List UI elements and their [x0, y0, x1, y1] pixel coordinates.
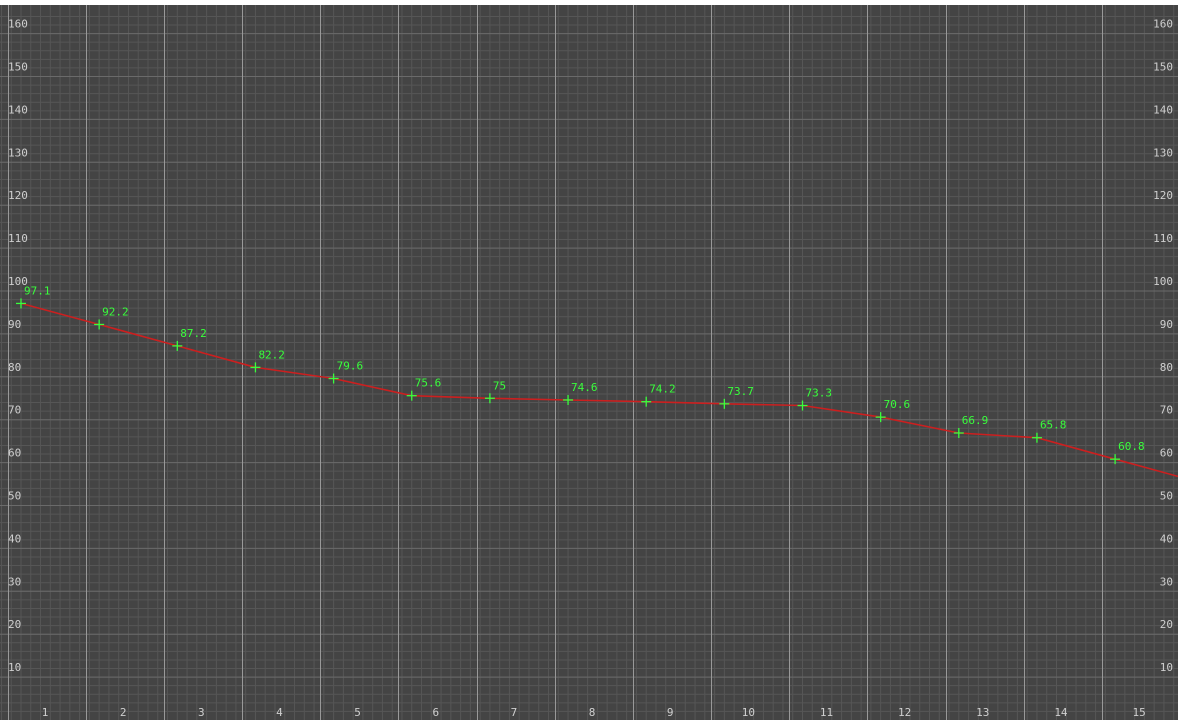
y-tick-label-left: 160 — [8, 18, 28, 31]
x-tick-label: 10 — [742, 706, 755, 719]
y-tick-label-left: 10 — [8, 661, 21, 674]
x-tick-label: 9 — [667, 706, 674, 719]
y-tick-label-left: 150 — [8, 61, 28, 74]
data-label: 75 — [493, 379, 506, 392]
data-point-marker — [797, 400, 808, 411]
series-line — [20, 302, 1178, 478]
data-point-marker — [16, 298, 26, 309]
data-label: 60.8 — [1118, 440, 1145, 453]
x-tick-label: 12 — [898, 706, 911, 719]
y-tick-label-right: 110 — [1153, 232, 1173, 245]
y-tick-label-right: 70 — [1160, 404, 1173, 417]
data-label: 73.3 — [806, 387, 833, 400]
y-tick-label-left: 40 — [8, 532, 21, 545]
data-label: 73.7 — [727, 385, 754, 398]
y-tick-label-right: 20 — [1160, 618, 1173, 631]
series-lines — [20, 302, 1178, 478]
y-tick-label-left: 110 — [8, 232, 28, 245]
x-tick-label: 7 — [511, 706, 518, 719]
y-tick-label-left: 120 — [8, 189, 28, 202]
y-tick-label-left: 30 — [8, 575, 21, 588]
data-label: 75.6 — [415, 377, 442, 390]
x-tick-label: 1 — [42, 706, 49, 719]
y-tick-label-left: 100 — [8, 275, 28, 288]
y-axis-left: 10 20 30 40 50 60 70 80 90 100 110 120 130 140 150 160 — [8, 18, 28, 674]
y-tick-label-right: 130 — [1153, 146, 1173, 159]
y-tick-label-right: 40 — [1160, 532, 1173, 545]
x-tick-label: 14 — [1054, 706, 1068, 719]
y-tick-label-left: 140 — [8, 103, 28, 116]
data-label: 87.2 — [180, 327, 207, 340]
x-tick-label: 13 — [976, 706, 989, 719]
data-label: 74.6 — [571, 381, 598, 394]
y-tick-label-left: 80 — [8, 361, 21, 374]
data-point-marker — [1031, 432, 1042, 443]
y-tick-label-right: 150 — [1153, 61, 1173, 74]
y-tick-label-right: 140 — [1153, 103, 1173, 116]
x-tick-label: 11 — [820, 706, 833, 719]
y-tick-label-left: 130 — [8, 146, 28, 159]
y-tick-label-right: 90 — [1160, 318, 1173, 331]
data-label: 70.6 — [884, 398, 911, 411]
y-tick-label-right: 30 — [1160, 575, 1173, 588]
x-tick-label: 15 — [1132, 706, 1145, 719]
data-point-marker — [1110, 454, 1121, 465]
y-tick-label-left: 60 — [8, 447, 21, 460]
y-tick-label-left: 70 — [8, 404, 21, 417]
y-tick-label-left: 90 — [8, 318, 21, 331]
y-tick-label-right: 60 — [1160, 447, 1173, 460]
x-tick-label: 2 — [120, 706, 127, 719]
data-label: 82.2 — [258, 348, 285, 361]
y-tick-label-left: 50 — [8, 490, 21, 503]
data-point-marker — [875, 412, 886, 423]
data-point-marker — [250, 362, 261, 373]
data-label: 65.8 — [1040, 419, 1067, 432]
y-tick-label-right: 100 — [1153, 275, 1173, 288]
x-tick-label: 8 — [589, 706, 596, 719]
y-tick-label-right: 10 — [1160, 661, 1173, 674]
data-markers — [16, 298, 1121, 465]
x-tick-label: 3 — [198, 706, 205, 719]
x-tick-label: 5 — [354, 706, 361, 719]
y-tick-label-right: 80 — [1160, 361, 1173, 374]
data-label: 97.1 — [24, 284, 51, 297]
data-label: 79.6 — [337, 360, 364, 373]
data-point-marker — [719, 398, 730, 409]
x-tick-label: 6 — [432, 706, 439, 719]
data-label: 66.9 — [962, 414, 989, 427]
y-tick-label-right: 50 — [1160, 490, 1173, 503]
data-point-marker — [484, 393, 495, 404]
data-point-marker — [953, 427, 964, 438]
y-tick-label-right: 120 — [1153, 189, 1173, 202]
data-labels: 97.1 92.2 87.2 82.2 79.6 75.6 75 74.6 74.2 73.7 73… — [24, 284, 1145, 453]
data-point-marker — [406, 390, 417, 401]
plot-background — [0, 5, 1178, 720]
y-tick-label-right: 160 — [1153, 18, 1173, 31]
x-axis: 1 2 3 4 5 6 7 8 9 10 11 12 13 14 15 — [42, 706, 1146, 719]
data-point-marker — [641, 396, 652, 407]
data-point-marker — [94, 319, 105, 330]
data-label: 74.2 — [649, 383, 676, 396]
data-point-marker — [172, 340, 183, 351]
major-grid — [0, 5, 1178, 720]
y-tick-label-left: 20 — [8, 618, 21, 631]
data-point-marker — [328, 373, 339, 384]
y-axis-right: 10 20 30 40 50 60 70 80 90 100 110 120 130 140 150 160 — [1153, 18, 1173, 674]
data-label: 92.2 — [102, 305, 128, 318]
data-point-marker — [563, 394, 574, 405]
x-tick-label: 4 — [276, 706, 283, 719]
